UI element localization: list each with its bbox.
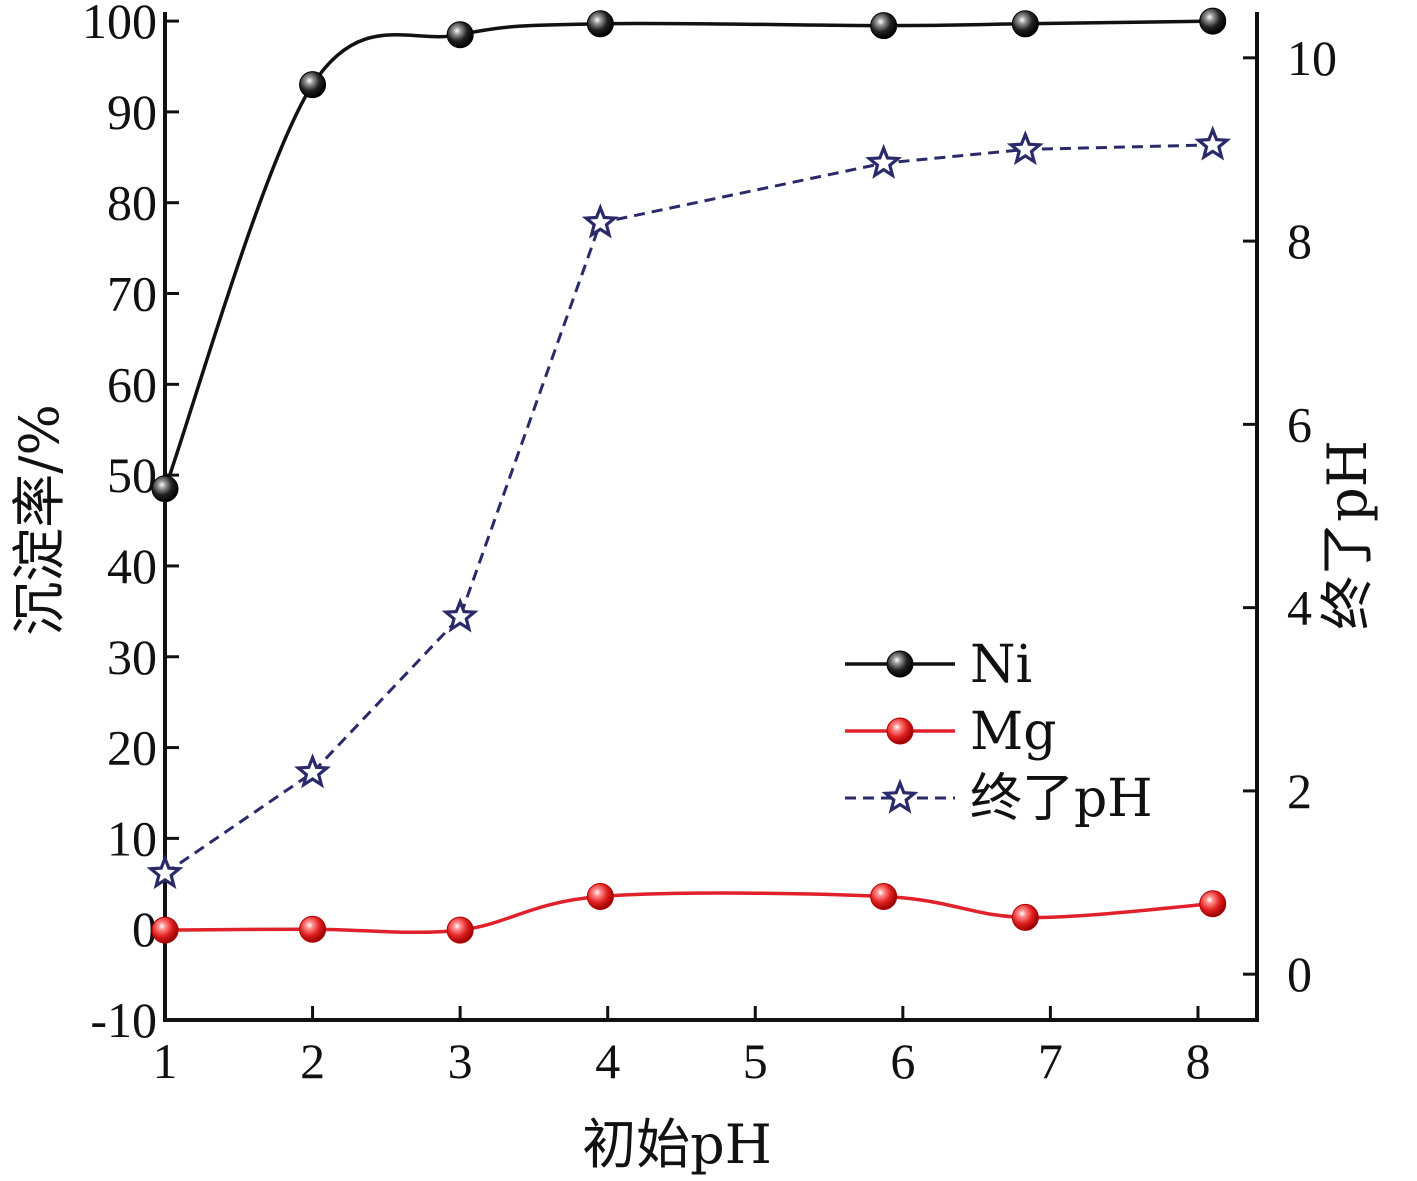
legend-entry: Ni <box>845 635 1032 695</box>
y2-tick-label: 2 <box>1287 763 1312 819</box>
series-终了pH <box>146 125 1232 890</box>
series-layer <box>146 7 1232 944</box>
y-tick-label: 100 <box>82 0 157 49</box>
data-point <box>151 916 179 944</box>
x-tick-label: 8 <box>1185 1033 1210 1089</box>
data-point <box>1011 903 1039 931</box>
data-point <box>581 203 619 239</box>
data-point <box>151 475 179 503</box>
y-tick-label: 10 <box>107 810 157 866</box>
data-point <box>870 882 898 910</box>
x-tick-label: 4 <box>595 1033 620 1089</box>
y2-ticks: 0 2 4 6 8 10 <box>1243 30 1337 1002</box>
y-tick-label: 50 <box>107 447 157 503</box>
y-tick-label: 90 <box>107 84 157 140</box>
x-tick-label: 1 <box>153 1033 178 1089</box>
y2-tick-label: 4 <box>1287 580 1312 636</box>
legend: Ni Mg 终了pH <box>845 635 1153 829</box>
data-point <box>294 753 331 789</box>
y-tick-label: 80 <box>107 175 157 231</box>
y-axis-title: 沉淀率/% <box>8 404 71 636</box>
x-tick-label: 6 <box>890 1033 915 1089</box>
data-point <box>586 10 614 38</box>
legend-label: 终了pH <box>970 769 1153 829</box>
y2-tick-label: 8 <box>1287 213 1312 269</box>
legend-entry: 终了pH <box>845 769 1153 829</box>
data-point <box>1011 10 1039 38</box>
data-point <box>299 915 327 943</box>
legend-marker <box>881 778 919 814</box>
series-Mg <box>151 882 1227 944</box>
y2-axis-title: 终了pH <box>1316 440 1379 630</box>
data-point <box>1199 7 1227 35</box>
y-tick-label: 20 <box>107 720 157 776</box>
x-tick-label: 7 <box>1038 1033 1063 1089</box>
data-point <box>586 882 614 910</box>
data-point <box>865 143 903 179</box>
data-point <box>446 916 474 944</box>
series-line <box>164 143 1213 875</box>
x-tick-label: 2 <box>300 1033 325 1089</box>
series-Ni <box>151 7 1227 503</box>
data-point <box>299 71 327 99</box>
x-tick-label: 5 <box>743 1033 768 1089</box>
y-tick-label: 40 <box>107 538 157 594</box>
y-tick-label: 60 <box>107 356 157 412</box>
y2-tick-label: 6 <box>1287 396 1312 452</box>
y-tick-label: 70 <box>107 266 157 322</box>
y2-tick-label: 10 <box>1287 30 1337 86</box>
y-tick-label: -10 <box>90 992 157 1048</box>
legend-marker <box>886 650 914 678</box>
x-axis-title: 初始pH <box>582 1113 772 1176</box>
data-point <box>1199 890 1227 918</box>
legend-entry: Mg <box>845 702 1057 762</box>
data-point <box>146 853 184 890</box>
x-ticks: 1 2 3 4 5 6 7 8 <box>153 1006 1210 1089</box>
data-point <box>446 21 474 49</box>
legend-label: Ni <box>970 635 1032 695</box>
x-tick-label: 3 <box>448 1033 473 1089</box>
legend-marker <box>886 717 914 745</box>
y2-tick-label: 0 <box>1287 946 1312 1002</box>
data-point <box>441 597 479 633</box>
data-point <box>870 12 898 40</box>
plot-frame <box>163 12 1259 1022</box>
legend-label: Mg <box>970 702 1057 762</box>
data-point <box>1194 125 1232 161</box>
data-point <box>1006 130 1044 166</box>
y-tick-label: 30 <box>107 629 157 685</box>
